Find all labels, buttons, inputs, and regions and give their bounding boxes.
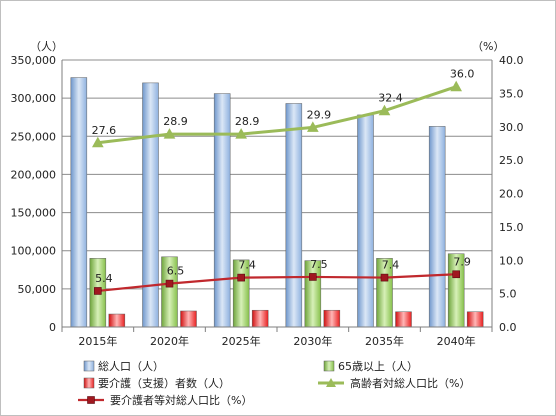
right-tick-label: 20.0 [499, 188, 524, 201]
legend-label-3: 要介護（支援）者数（人） [98, 376, 230, 390]
bar-1 [428, 126, 446, 328]
bar-3 [108, 313, 126, 328]
legend-marker-5 [87, 396, 95, 404]
x-tick-label: 2015年 [78, 334, 117, 348]
right-tick-label: 30.0 [499, 121, 524, 134]
gridlines [62, 59, 492, 290]
legend-label-2: 65歳以上（人） [338, 360, 418, 373]
legend: 総人口（人） 65歳以上（人） 要介護（支援）者数（人） 高齢者対総人口比（%） 要介護… [78, 359, 470, 407]
bar-3 [251, 309, 269, 328]
right-tick-label: 15.0 [499, 221, 524, 234]
right-tick-label: 10.0 [499, 254, 524, 267]
x-tick-label: 2025年 [222, 334, 261, 348]
data-label-1: 27.6 [92, 124, 117, 137]
legend-swatch-1 [83, 360, 95, 372]
bar-1 [142, 82, 159, 328]
left-tick-label: 100,000 [11, 245, 57, 258]
axes: 0 50,000 100,000 150,000 200,000 250,000 300,0… [11, 40, 524, 348]
series-marker-1 [306, 121, 319, 132]
bar-1 [285, 103, 303, 328]
data-label-1: 36.0 [450, 68, 475, 81]
legend-label-5: 要介護者等対総人口比（%） [110, 393, 252, 407]
data-labels: 27.6 28.9 28.9 29.9 32.4 36.0 5.4 6.5 7.4 7.5 7.4 7… [92, 68, 475, 285]
series-line-1 [97, 85, 457, 145]
lines [91, 80, 463, 295]
left-tick-label: 150,000 [11, 207, 57, 220]
x-tick-label: 2030年 [293, 334, 332, 348]
left-tick-label: 300,000 [11, 92, 57, 105]
right-tick-label: 5.0 [499, 288, 517, 301]
bar-1 [70, 77, 88, 328]
data-label-1: 32.4 [378, 92, 403, 105]
data-label-2: 7.5 [310, 258, 328, 271]
series-marker-1 [235, 128, 248, 139]
legend-label-1: 総人口（人） [98, 359, 164, 373]
series-line-2 [97, 273, 457, 293]
bar-1 [213, 93, 231, 328]
series-marker-2 [165, 279, 174, 288]
legend-label-4: 高齢者対総人口比（%） [350, 376, 470, 390]
legend-swatch-3 [83, 377, 95, 389]
x-tick-label: 2020年 [150, 334, 189, 348]
series-marker-2 [452, 270, 460, 279]
bar-3 [395, 311, 412, 328]
legend-swatch-2 [323, 360, 335, 372]
right-tick-label: 40.0 [499, 54, 524, 67]
series-marker-2 [380, 273, 389, 282]
bar-1 [357, 114, 374, 328]
data-label-2: 6.5 [167, 265, 185, 278]
series-marker-1 [163, 128, 176, 139]
bar-3 [180, 310, 197, 328]
right-tick-label: 0.0 [499, 321, 517, 334]
series-marker-1 [450, 80, 463, 92]
data-label-1: 28.9 [163, 115, 188, 128]
data-label-2: 7.4 [382, 259, 400, 272]
data-label-1: 29.9 [307, 108, 332, 121]
right-tick-label: 35.0 [499, 87, 524, 100]
left-tick-label: 250,000 [11, 130, 57, 143]
series-marker-2 [309, 273, 317, 281]
bar-3 [466, 311, 484, 328]
left-tick-label: 200,000 [11, 168, 57, 181]
left-tick-label: 0 [49, 321, 56, 334]
series-marker-2 [237, 273, 245, 282]
left-tick-label: 50,000 [18, 283, 57, 296]
bar-3 [323, 309, 341, 328]
bars [70, 77, 484, 328]
legend-marker-4 [326, 378, 336, 387]
series-marker-1 [91, 136, 104, 148]
data-label-2: 7.4 [238, 259, 256, 272]
x-tick-label: 2035年 [365, 334, 404, 348]
data-label-1: 28.9 [235, 115, 260, 128]
data-label-2: 7.9 [453, 255, 471, 268]
left-axis-unit-label: （人） [30, 40, 63, 53]
x-tick-label: 2040年 [437, 334, 476, 348]
right-tick-label: 25.0 [499, 154, 524, 167]
series-marker-1 [378, 104, 391, 116]
data-label-2: 5.4 [95, 272, 113, 285]
right-axis-unit-label: （%） [472, 40, 504, 53]
series-marker-2 [94, 287, 102, 295]
left-tick-label: 350,000 [11, 54, 57, 67]
